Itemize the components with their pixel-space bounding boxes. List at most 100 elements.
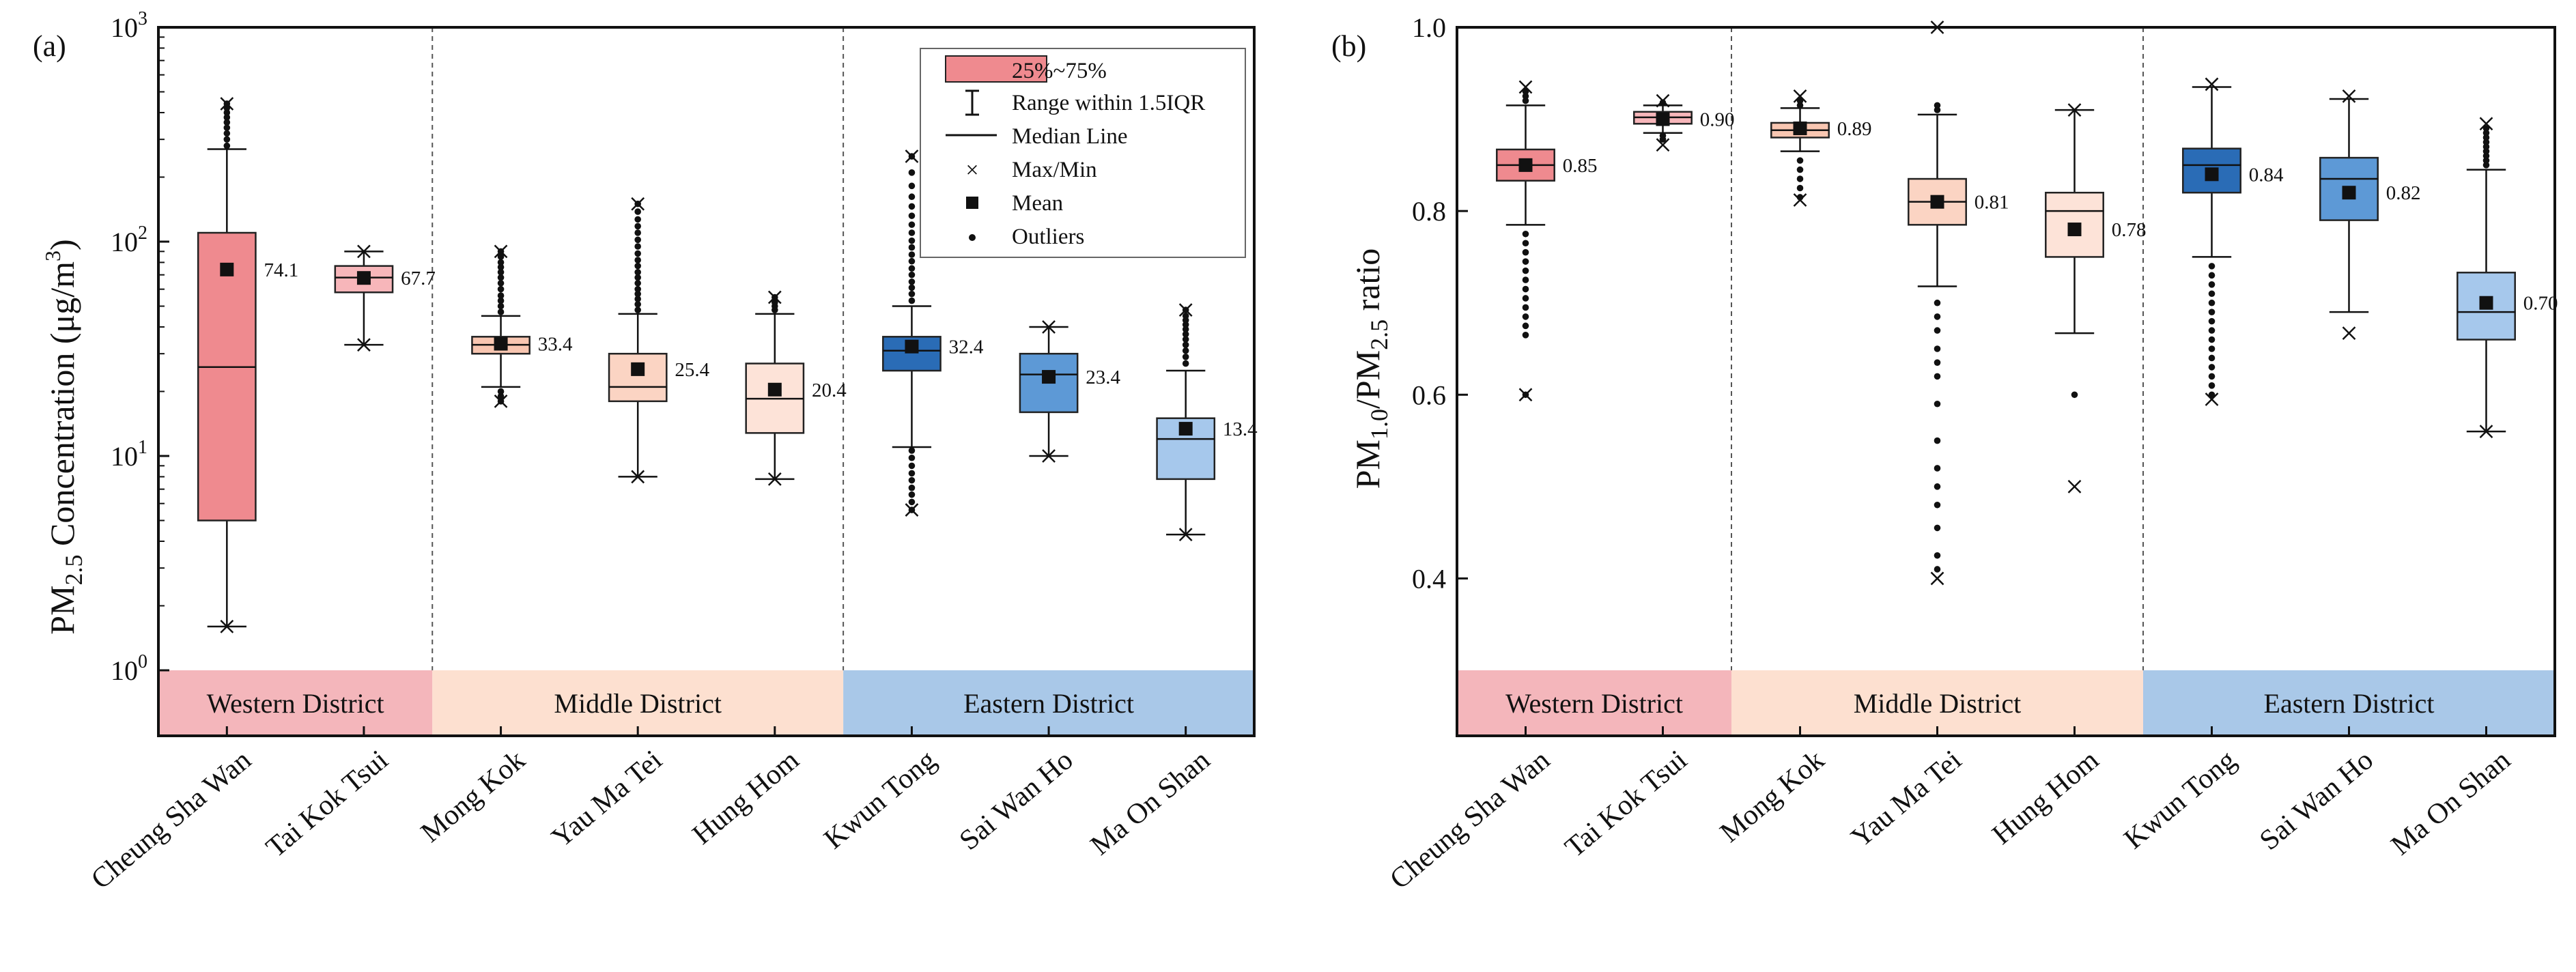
outlier-point bbox=[908, 491, 916, 498]
outlier-point bbox=[223, 136, 231, 143]
panel-a-frame bbox=[157, 26, 1256, 737]
marker-stroke bbox=[1518, 80, 1533, 94]
outlier-point bbox=[1796, 157, 1804, 164]
outlier-point bbox=[2482, 129, 2490, 137]
box-tai-kok-tsui: 67.7 bbox=[334, 244, 436, 352]
category-label-ma-on-shan: Ma On Shan bbox=[2386, 744, 2517, 861]
max-marker bbox=[2479, 117, 2493, 131]
outlier-point bbox=[634, 236, 641, 244]
max-marker bbox=[2342, 89, 2356, 103]
box-ma-on-shan: 0.70 bbox=[2457, 117, 2558, 438]
marker-stroke bbox=[2205, 77, 2219, 91]
outlier-point bbox=[1934, 359, 1941, 366]
district-label-western-district: Western District bbox=[1505, 688, 1683, 719]
outlier-point bbox=[2482, 125, 2490, 132]
outlier-point bbox=[2482, 157, 2490, 164]
mean-marker bbox=[2342, 186, 2356, 200]
outlier-point bbox=[223, 142, 231, 149]
outlier-point bbox=[634, 296, 641, 302]
min-marker bbox=[357, 338, 371, 352]
outlier-point bbox=[634, 250, 641, 257]
outlier-point bbox=[1934, 313, 1941, 320]
box-cheung-sha-wan: 74.1 bbox=[197, 97, 298, 633]
max-marker bbox=[220, 97, 234, 111]
panel-b-ylabel: PM1.0/PM2.5 ratio bbox=[1348, 248, 1393, 489]
min-marker bbox=[1518, 388, 1533, 402]
outlier-point bbox=[497, 280, 505, 287]
marker-stroke bbox=[2205, 392, 2219, 406]
outlier-point bbox=[2482, 152, 2490, 160]
y-tick-label: 0.6 bbox=[1412, 380, 1446, 410]
max-marker bbox=[1178, 303, 1193, 317]
legend-swatch-iqr bbox=[945, 55, 1047, 83]
max-marker bbox=[631, 197, 645, 211]
mean-marker bbox=[2205, 167, 2219, 182]
y-tick-label: 101 bbox=[111, 437, 147, 472]
outlier-point bbox=[634, 285, 641, 293]
marker-stroke bbox=[494, 244, 508, 259]
mean-label: 20.4 bbox=[812, 380, 847, 401]
box-kwun-tong: 0.84 bbox=[2182, 77, 2284, 406]
legend-maxmin: Max/Min bbox=[1012, 158, 1097, 182]
outlier-point bbox=[908, 470, 916, 477]
marker-stroke bbox=[1793, 89, 1807, 103]
outlier-point bbox=[908, 484, 916, 491]
outlier-point bbox=[2208, 354, 2216, 362]
iqr-box bbox=[2045, 191, 2104, 258]
outlier-point bbox=[1522, 322, 1529, 330]
outlier-point bbox=[497, 309, 505, 315]
outlier-point bbox=[497, 302, 505, 310]
outlier-point bbox=[1796, 175, 1804, 182]
mean-marker bbox=[1518, 158, 1533, 172]
max-marker bbox=[1793, 89, 1807, 103]
marker-stroke bbox=[1178, 528, 1193, 541]
panel-b: (b) PM1.0/PM2.5 ratio Western District Mi… bbox=[1331, 12, 2558, 896]
category-label-yau-ma-tei: Yau Ma Tei bbox=[1845, 744, 1968, 854]
min-marker bbox=[2205, 392, 2219, 406]
outlier-point bbox=[1522, 276, 1529, 283]
outlier-point bbox=[2208, 299, 2216, 306]
iqr-box bbox=[608, 352, 668, 403]
outlier-point bbox=[1182, 347, 1189, 354]
box-hung-hom: 20.4 bbox=[745, 290, 847, 486]
marker-stroke bbox=[2479, 425, 2493, 438]
mean-marker bbox=[1178, 422, 1193, 436]
outlier-point bbox=[1182, 360, 1189, 367]
outlier-point bbox=[908, 462, 916, 470]
outlier-point bbox=[908, 447, 916, 454]
max-marker bbox=[494, 244, 508, 259]
legend: 25%~75% Range within 1.5IQR Median Line … bbox=[920, 48, 1246, 258]
category-label-hung-hom: Hung Hom bbox=[687, 744, 806, 850]
marker-stroke bbox=[220, 620, 234, 633]
outlier-point bbox=[908, 290, 916, 298]
outlier-point bbox=[908, 284, 916, 291]
outlier-point bbox=[908, 169, 916, 176]
mean-marker bbox=[1042, 370, 1056, 384]
marker-stroke bbox=[1518, 388, 1533, 402]
outlier-point bbox=[223, 109, 231, 116]
outlier-point bbox=[1522, 267, 1529, 274]
outlier-point bbox=[908, 244, 916, 251]
outlier-point bbox=[1934, 373, 1941, 380]
outlier-point bbox=[1934, 299, 1941, 306]
district-label-eastern-district: Eastern District bbox=[2264, 688, 2435, 719]
marker-stroke bbox=[767, 472, 782, 486]
marker-stroke bbox=[631, 197, 645, 211]
outlier-point bbox=[634, 257, 641, 263]
min-marker bbox=[1656, 138, 1670, 152]
mean-label: 0.85 bbox=[1563, 155, 1598, 177]
outlier-point bbox=[908, 237, 916, 244]
outlier-point bbox=[1522, 285, 1529, 293]
outlier-point bbox=[1659, 99, 1667, 106]
mean-marker bbox=[2479, 296, 2493, 310]
outlier-point bbox=[908, 271, 916, 278]
min-marker bbox=[1930, 571, 1944, 586]
outlier-point bbox=[2482, 143, 2490, 150]
outlier-point bbox=[497, 263, 505, 271]
outlier-point bbox=[1182, 330, 1189, 338]
mean-label: 32.4 bbox=[949, 337, 984, 358]
outlier-point bbox=[1182, 326, 1189, 333]
legend-iqr: 25%~75% bbox=[1012, 59, 1107, 83]
outlier-point bbox=[1934, 483, 1941, 490]
max-marker bbox=[1518, 80, 1533, 94]
